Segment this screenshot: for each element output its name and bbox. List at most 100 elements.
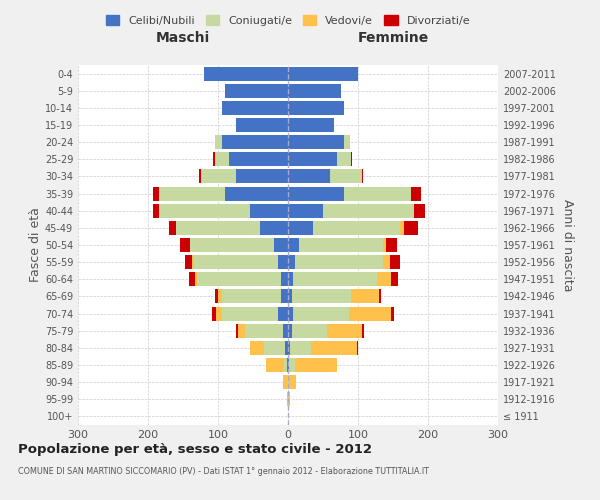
- Bar: [263, 341, 284, 355]
- Bar: [361, 324, 364, 338]
- Bar: [288, 101, 344, 115]
- Bar: [288, 341, 290, 355]
- Bar: [410, 186, 421, 200]
- Bar: [288, 118, 334, 132]
- Bar: [288, 152, 337, 166]
- Bar: [295, 255, 383, 269]
- Bar: [290, 341, 311, 355]
- Bar: [351, 290, 379, 304]
- Bar: [221, 306, 277, 320]
- Bar: [349, 306, 391, 320]
- Bar: [204, 66, 288, 80]
- Bar: [158, 186, 225, 200]
- Bar: [287, 392, 288, 406]
- Bar: [192, 255, 193, 269]
- Y-axis label: Fasce di età: Fasce di età: [29, 208, 42, 282]
- Bar: [289, 358, 295, 372]
- Bar: [287, 358, 288, 372]
- Bar: [190, 272, 195, 286]
- Bar: [190, 238, 274, 252]
- Bar: [250, 341, 263, 355]
- Bar: [288, 272, 293, 286]
- Bar: [391, 306, 394, 320]
- Bar: [238, 324, 245, 338]
- Bar: [400, 221, 404, 235]
- Bar: [215, 135, 221, 149]
- Bar: [383, 238, 386, 252]
- Bar: [158, 204, 250, 218]
- Bar: [197, 272, 281, 286]
- Bar: [288, 290, 292, 304]
- Bar: [213, 152, 215, 166]
- Bar: [212, 306, 216, 320]
- Bar: [215, 152, 229, 166]
- Bar: [284, 358, 287, 372]
- Bar: [153, 204, 158, 218]
- Bar: [250, 204, 288, 218]
- Text: COMUNE DI SAN MARTINO SICCOMARIO (PV) - Dati ISTAT 1° gennaio 2012 - Elaborazion: COMUNE DI SAN MARTINO SICCOMARIO (PV) - …: [18, 468, 429, 476]
- Bar: [414, 204, 425, 218]
- Bar: [193, 255, 277, 269]
- Bar: [292, 324, 326, 338]
- Bar: [337, 152, 351, 166]
- Bar: [288, 324, 292, 338]
- Bar: [379, 290, 381, 304]
- Bar: [221, 101, 288, 115]
- Bar: [185, 255, 192, 269]
- Bar: [281, 272, 288, 286]
- Bar: [377, 272, 391, 286]
- Bar: [277, 255, 288, 269]
- Bar: [293, 306, 349, 320]
- Bar: [288, 66, 358, 80]
- Bar: [179, 238, 190, 252]
- Text: Popolazione per età, sesso e stato civile - 2012: Popolazione per età, sesso e stato civil…: [18, 442, 372, 456]
- Bar: [199, 170, 200, 183]
- Bar: [299, 238, 383, 252]
- Bar: [288, 238, 299, 252]
- Bar: [288, 392, 290, 406]
- Bar: [313, 221, 400, 235]
- Bar: [383, 255, 389, 269]
- Bar: [288, 135, 344, 149]
- Bar: [288, 186, 344, 200]
- Bar: [288, 358, 289, 372]
- Bar: [153, 186, 158, 200]
- Bar: [221, 135, 288, 149]
- Bar: [288, 221, 313, 235]
- Bar: [330, 170, 361, 183]
- Bar: [289, 375, 296, 389]
- Bar: [295, 358, 337, 372]
- Bar: [274, 238, 288, 252]
- Bar: [235, 170, 288, 183]
- Text: Maschi: Maschi: [156, 31, 210, 45]
- Bar: [292, 290, 351, 304]
- Bar: [323, 204, 414, 218]
- Bar: [351, 152, 352, 166]
- Bar: [235, 118, 288, 132]
- Bar: [356, 341, 358, 355]
- Bar: [288, 255, 295, 269]
- Bar: [404, 221, 418, 235]
- Bar: [225, 186, 288, 200]
- Bar: [266, 358, 284, 372]
- Bar: [288, 306, 293, 320]
- Bar: [288, 170, 330, 183]
- Y-axis label: Anni di nascita: Anni di nascita: [561, 198, 574, 291]
- Bar: [361, 170, 363, 183]
- Bar: [221, 290, 281, 304]
- Legend: Celibi/Nubili, Coniugati/e, Vedovi/e, Divorziati/e: Celibi/Nubili, Coniugati/e, Vedovi/e, Di…: [101, 10, 475, 30]
- Bar: [281, 290, 288, 304]
- Bar: [200, 170, 235, 183]
- Bar: [283, 375, 287, 389]
- Bar: [326, 324, 361, 338]
- Bar: [288, 375, 289, 389]
- Bar: [235, 324, 238, 338]
- Bar: [288, 204, 323, 218]
- Bar: [260, 221, 288, 235]
- Bar: [311, 341, 356, 355]
- Bar: [215, 290, 218, 304]
- Bar: [287, 375, 288, 389]
- Bar: [344, 135, 350, 149]
- Bar: [229, 152, 288, 166]
- Bar: [284, 341, 288, 355]
